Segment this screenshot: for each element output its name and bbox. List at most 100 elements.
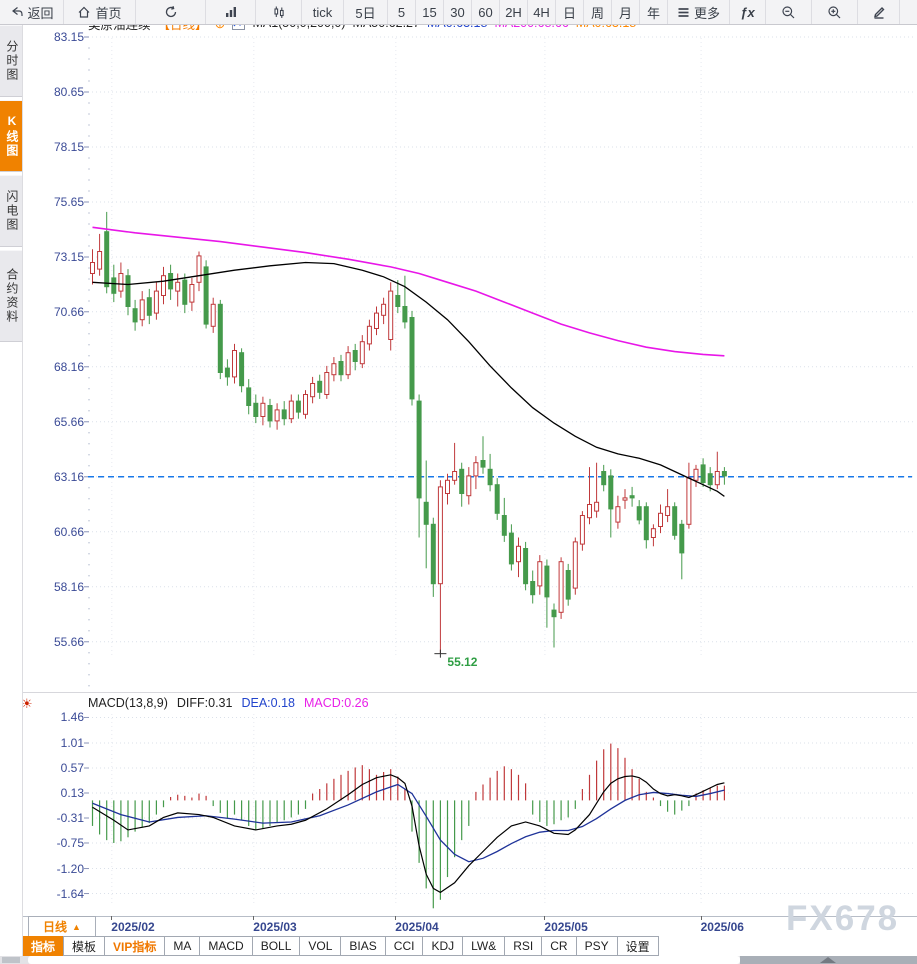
macd-title: MACD(13,8,9): [88, 696, 168, 710]
toolbar-period-year-label: 年: [646, 5, 660, 21]
y-axis-label: -1.20: [56, 861, 84, 876]
toolbar-back-button[interactable]: 返回: [0, 0, 64, 24]
candle-chart-icon: [272, 5, 286, 19]
toolbar-more-label: 更多: [693, 5, 720, 21]
x-axis-label: 2025/02: [111, 916, 155, 936]
period-selector-label: 日线: [43, 920, 68, 934]
y-axis-label: 1.01: [60, 736, 84, 751]
y-axis-label: 68.16: [53, 359, 84, 374]
indicator-tab-1[interactable]: 模板: [63, 936, 106, 956]
zoom-out-icon: [781, 5, 796, 20]
indicator-tab-3[interactable]: MA: [164, 936, 201, 956]
toolbar-home-label: 首页: [95, 5, 122, 21]
bar-chart-icon: [224, 5, 238, 19]
toolbar-period-60-button[interactable]: 60: [472, 0, 500, 24]
toolbar-back-label: 返回: [27, 5, 54, 21]
y-axis-label: 73.15: [53, 250, 84, 264]
indicator-tab-6[interactable]: VOL: [299, 936, 342, 956]
pencil-icon: [872, 5, 886, 19]
indicator-tab-11[interactable]: RSI: [504, 936, 543, 956]
toolbar-period-15-label: 15: [422, 4, 437, 20]
x-axis-label: 2025/03: [253, 916, 297, 936]
indicator-tab-0[interactable]: 指标: [22, 936, 65, 956]
indicator-tab-4[interactable]: MACD: [199, 936, 253, 956]
toolbar-period-2h-button[interactable]: 2H: [500, 0, 528, 24]
toolbar-home-button[interactable]: 首页: [64, 0, 136, 24]
toolbar-formula-label: ƒx: [740, 4, 755, 20]
toolbar-period-month-button[interactable]: 月: [612, 0, 640, 24]
y-axis-label: 1.46: [60, 710, 84, 725]
indicator-tab-8[interactable]: CCI: [384, 936, 424, 956]
toolbar-period-5d-button[interactable]: 5日: [344, 0, 388, 24]
menu-icon: [677, 6, 690, 19]
y-axis-label: 60.66: [53, 524, 84, 539]
y-axis-label: 0.13: [60, 786, 84, 800]
indicator-tab-5[interactable]: BOLL: [251, 936, 301, 956]
indicator-tab-9[interactable]: KDJ: [422, 936, 464, 956]
toolbar-period-year-button[interactable]: 年: [640, 0, 668, 24]
indicator-tab-13[interactable]: PSY: [575, 936, 618, 956]
toolbar-period-week-label: 周: [590, 5, 604, 21]
period-selector-arrow-icon: ▲: [72, 921, 81, 932]
y-axis-label: -0.31: [56, 810, 84, 825]
indicator-tab-2[interactable]: VIP指标: [104, 936, 166, 956]
scrollbar-up-arrow-icon: [820, 957, 836, 963]
y-axis-label: 78.15: [53, 140, 84, 154]
indicator-tab-10[interactable]: LW&: [462, 936, 506, 956]
bottom-scrollbar: [0, 956, 917, 964]
left-sidebar: 分时图 K线图闪电图合约资料: [0, 25, 23, 956]
x-axis-label: 2025/05: [544, 916, 588, 936]
y-axis-label: 70.66: [53, 304, 84, 319]
back-arrow-icon: [9, 5, 24, 19]
low-price-label: 55.12: [447, 654, 478, 669]
scrollbar-track[interactable]: [28, 956, 740, 964]
x-axis-row: [22, 916, 917, 937]
y-axis-label: 65.66: [53, 414, 84, 429]
toolbar-period-tick-button[interactable]: tick: [302, 0, 344, 24]
macd-diff-value: DIFF:0.31: [176, 696, 233, 710]
toolbar-zoom-in-button[interactable]: [812, 0, 858, 24]
scrollbar-thumb[interactable]: [740, 956, 917, 964]
toolbar-formula-button[interactable]: ƒx: [730, 0, 766, 24]
toolbar-refresh-button[interactable]: [136, 0, 206, 24]
period-selector[interactable]: 日线 ▲: [28, 916, 96, 937]
toolbar-period-week-button[interactable]: 周: [584, 0, 612, 24]
macd-value: MACD:0.26: [303, 696, 369, 710]
toolbar-period-tick-label: tick: [312, 4, 333, 20]
toolbar-period-month-label: 月: [618, 5, 632, 21]
y-axis-label: -0.75: [56, 835, 84, 850]
y-axis-label: 58.16: [53, 579, 84, 594]
home-icon: [77, 5, 91, 19]
refresh-icon: [164, 5, 178, 19]
toolbar-period-day-button[interactable]: 日: [556, 0, 584, 24]
indicator-tabs-row: 指标 模板 VIP指标 MA MACD BOLL VOL BIAS CCI KDJ LW& RSI CR…: [22, 936, 917, 956]
y-axis-label: 0.57: [60, 761, 84, 775]
toolbar-line-chart-button[interactable]: [206, 0, 256, 24]
zoom-in-icon: [827, 5, 842, 20]
toolbar-period-15-button[interactable]: 15: [416, 0, 444, 24]
indicator-settings-sun-icon[interactable]: ☀: [21, 696, 33, 711]
sidebar-item-2[interactable]: 闪电图: [0, 175, 22, 247]
toolbar-candle-chart-button[interactable]: [256, 0, 302, 24]
toolbar-period-60-label: 60: [478, 4, 493, 20]
sidebar-item-0[interactable]: 分时图: [0, 25, 22, 97]
indicator-tab-14[interactable]: 设置: [616, 936, 659, 956]
sidebar-item-3[interactable]: 合约资料: [0, 250, 22, 342]
indicator-tab-7[interactable]: BIAS: [340, 936, 386, 956]
toolbar-draw-button[interactable]: [858, 0, 900, 24]
indicator-tab-12[interactable]: CR: [541, 936, 577, 956]
toolbar-zoom-out-button[interactable]: [766, 0, 812, 24]
y-axis-label: 55.66: [53, 634, 84, 649]
toolbar-period-2h-label: 2H: [505, 4, 522, 20]
y-axis-label: -1.64: [56, 886, 84, 901]
toolbar-period-5-button[interactable]: 5: [388, 0, 416, 24]
sidebar-item-1[interactable]: K线图: [0, 100, 22, 172]
toolbar-period-30-button[interactable]: 30: [444, 0, 472, 24]
x-axis-label: 2025/06: [700, 916, 744, 936]
macd-header: MACD(13,8,9) DIFF:0.31 DEA:0.18 MACD:0.2…: [88, 696, 369, 710]
toolbar-period-4h-button[interactable]: 4H: [528, 0, 556, 24]
toolbar-more-button[interactable]: 更多: [668, 0, 730, 24]
x-axis-label: 2025/04: [395, 916, 439, 936]
